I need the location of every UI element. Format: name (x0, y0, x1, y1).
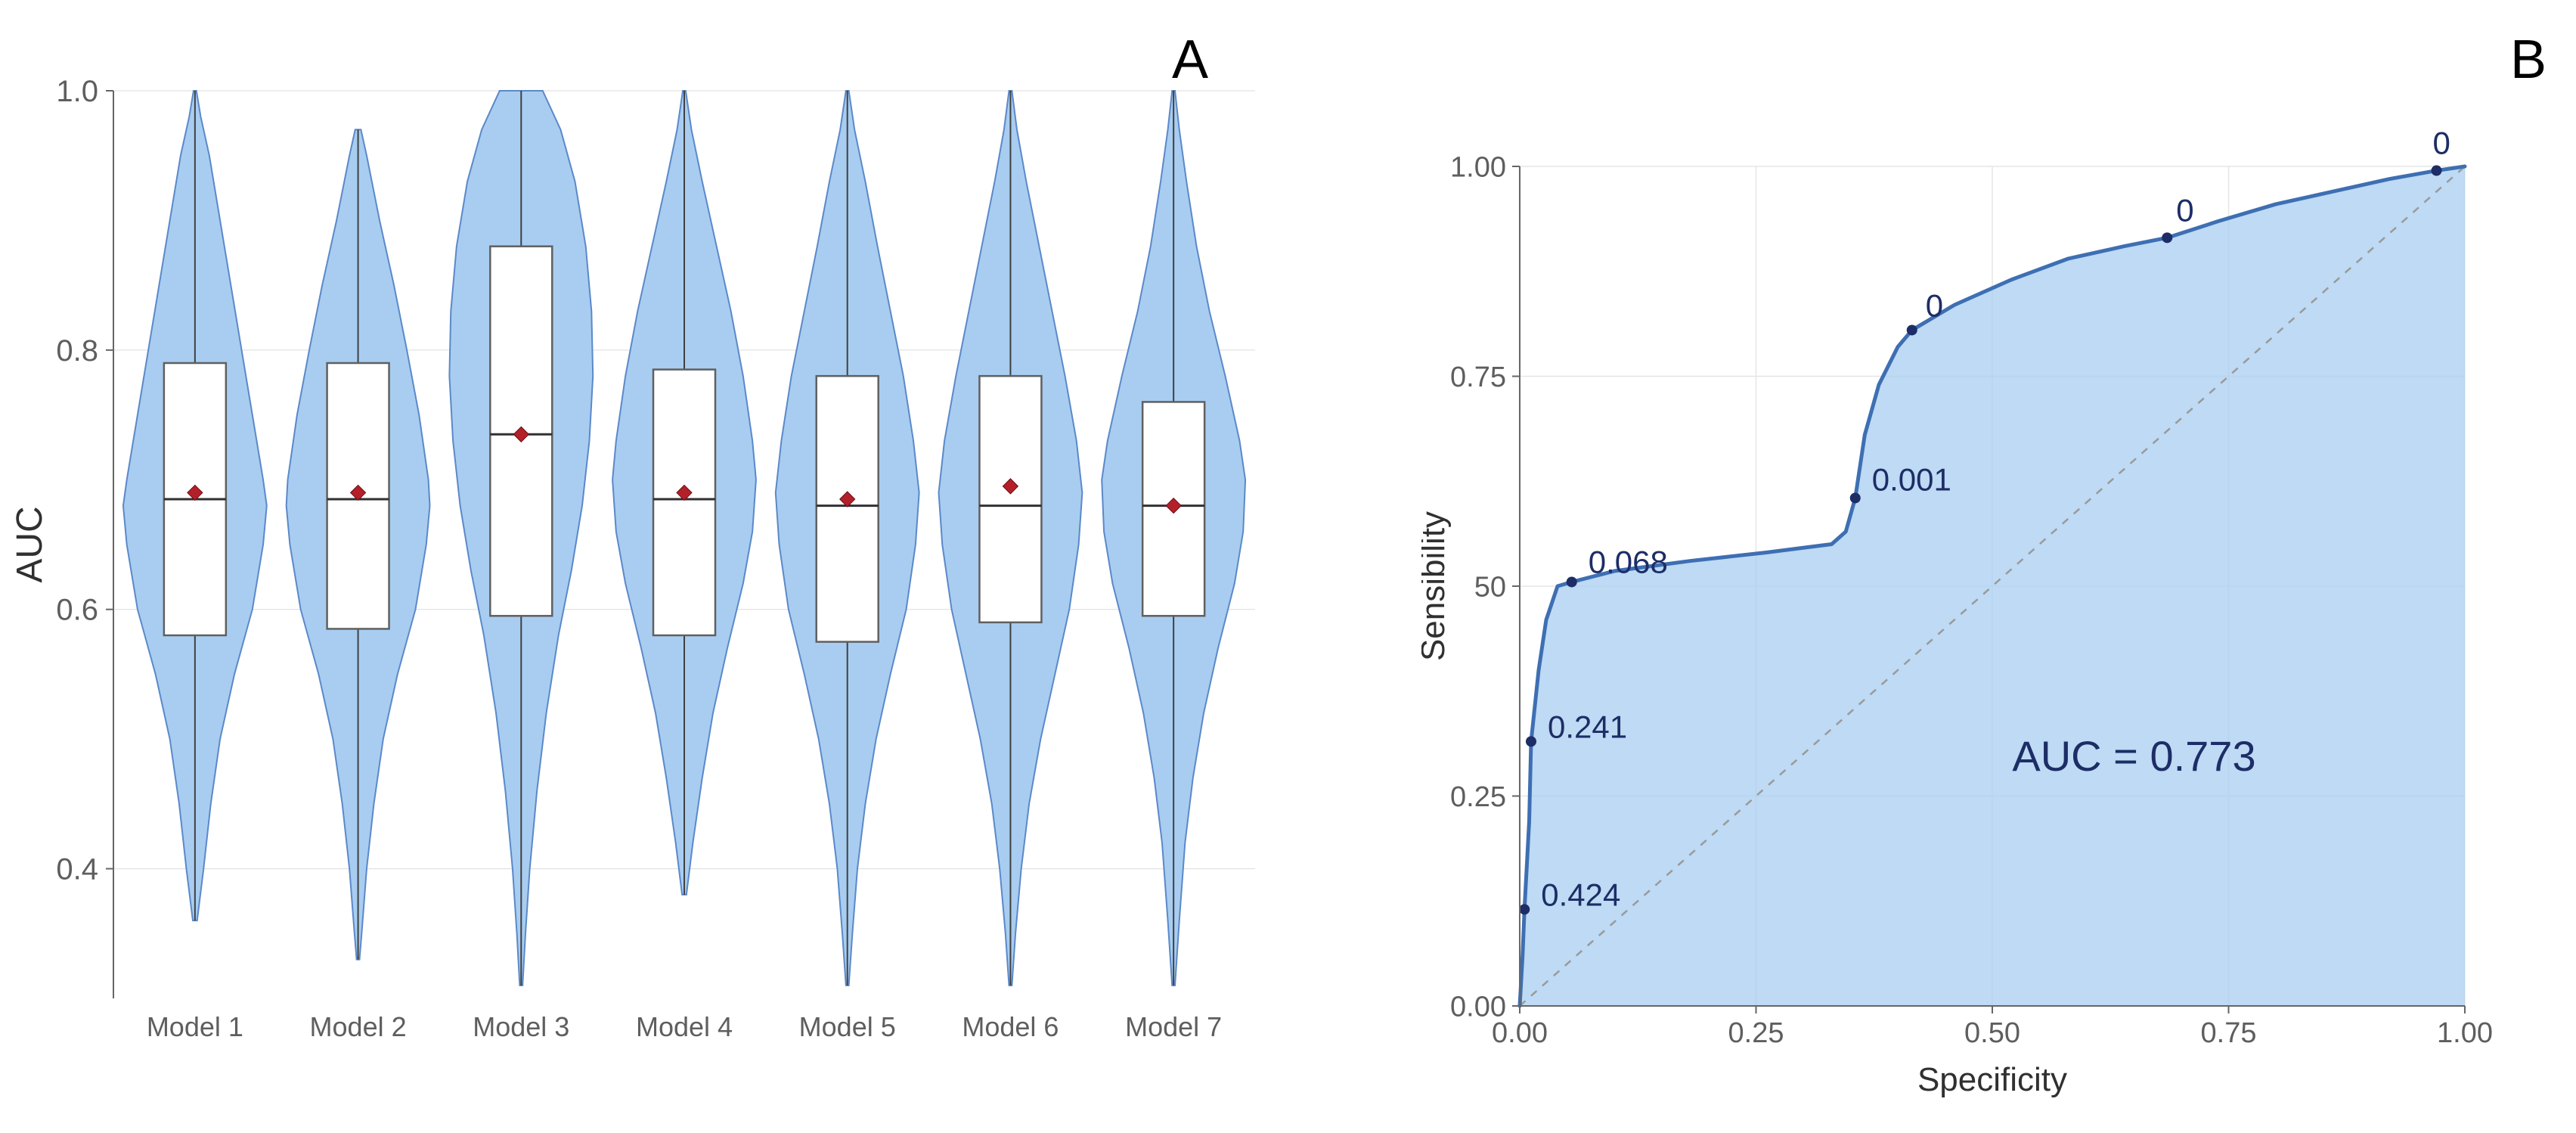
x-tick-label: Model 1 (147, 1011, 243, 1042)
threshold-point (1850, 492, 1861, 503)
threshold-label: 0.001 (1872, 461, 1951, 497)
box (653, 370, 715, 635)
y-tick-label: 0.75 (1450, 362, 1506, 393)
threshold-label: 0.424 (1541, 877, 1620, 912)
x-tick-label: Model 4 (636, 1011, 733, 1042)
threshold-point (1526, 736, 1536, 747)
y-tick-label: 0.00 (1450, 991, 1506, 1023)
box (979, 376, 1041, 622)
svg-text:AUC: AUC (15, 506, 50, 582)
threshold-point (2162, 232, 2172, 243)
threshold-label: 0.068 (1589, 544, 1668, 579)
panel-a-violin-chart: 0.4 0.6 0.8 1.0 AUC Model 1 Model 2 Model 3 Mode… (15, 76, 1270, 1089)
threshold-label: 0 (2433, 126, 2450, 161)
threshold-label: 0 (1926, 287, 1943, 323)
x-tick-label: 0.50 (1964, 1017, 2020, 1049)
x-tick-label: Model 5 (799, 1011, 896, 1042)
auc-annotation: AUC = 0.773 (2012, 732, 2255, 780)
panel-b-label: B (2510, 29, 2547, 91)
svg-text:0.6: 0.6 (56, 594, 98, 627)
y-tick-label: 1.00 (1450, 151, 1506, 183)
x-tick-label: 1.00 (2437, 1017, 2493, 1049)
x-tick-label: Model 6 (962, 1011, 1059, 1042)
threshold-point (1907, 324, 1917, 335)
svg-text:0.8: 0.8 (56, 334, 98, 368)
threshold-point (2432, 166, 2442, 176)
threshold-label: 0.241 (1548, 709, 1627, 744)
y-axis-label: Sensibility (1421, 511, 1452, 661)
figure-container: A B 0.40.60.81.0AUCModel 1Model 2Model 3… (0, 0, 2576, 1133)
panel-b-roc-chart: 0.424 0.241 0.068 0.001 0 0 0 AUC = 0.773 0.00 0.… (1421, 121, 2495, 1112)
x-tick-label: Model 3 (473, 1011, 569, 1042)
y-tick-label: 50 (1474, 571, 1506, 603)
threshold-point (1567, 576, 1577, 587)
box (817, 376, 879, 641)
x-tick-label: 0.25 (1728, 1017, 1784, 1049)
threshold-label: 0 (2176, 192, 2193, 228)
threshold-point (1519, 904, 1530, 914)
x-tick-label: 0.75 (2201, 1017, 2257, 1049)
svg-text:0.4: 0.4 (56, 853, 98, 886)
x-axis-label: Specificity (1917, 1061, 2067, 1098)
x-tick-label: Model 2 (310, 1011, 407, 1042)
x-tick-label: Model 7 (1125, 1011, 1222, 1042)
svg-text:1.0: 1.0 (56, 76, 98, 108)
y-tick-label: 0.25 (1450, 781, 1506, 813)
